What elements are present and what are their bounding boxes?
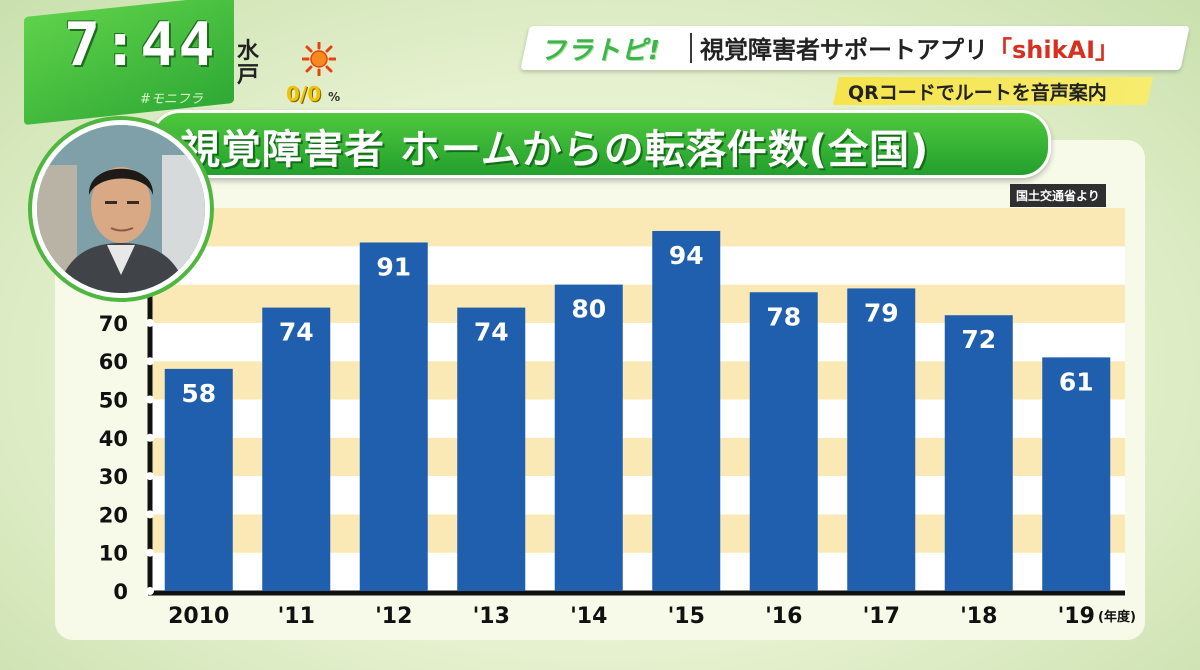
x-unit-label: (年度) (1098, 609, 1136, 625)
sun-icon (302, 42, 336, 76)
weather-city: 水戸 (236, 39, 259, 88)
y-tick-mark (146, 510, 154, 519)
bar-value-label: 94 (669, 241, 704, 270)
subtitle: QRコードでルートを音声案内 (848, 82, 1107, 104)
y-tick-label: 70 (99, 312, 128, 336)
bar-value-label: 78 (766, 302, 801, 331)
bar-value-label: 80 (571, 295, 606, 324)
presenter-avatar (32, 120, 210, 298)
bar-value-label: 58 (181, 379, 216, 408)
clock: 7:44 (64, 10, 217, 80)
y-tick-mark (146, 395, 154, 404)
source-label: 国土交通省より (1010, 184, 1106, 207)
y-tick-label: 10 (99, 542, 128, 566)
bar (847, 288, 916, 591)
precip-value: 0/0 (286, 82, 322, 106)
segment-title-main: 視覚障害者サポートアプリ (700, 36, 988, 64)
segment-title: 視覚障害者サポートアプリ「shikAI」 (700, 30, 1119, 65)
brand-divider (690, 33, 692, 63)
x-tick-label: '13 (473, 604, 510, 629)
precip-unit: % (328, 90, 341, 104)
x-tick-label: 2010 (168, 604, 229, 629)
bar (457, 307, 526, 591)
x-tick-label: '15 (668, 604, 705, 629)
y-tick-label: 60 (99, 350, 128, 374)
bar-value-label: 74 (474, 318, 509, 347)
y-tick-mark (146, 548, 154, 557)
x-tick-label: '19 (1058, 604, 1095, 629)
y-tick-mark (146, 587, 154, 595)
bar-value-label: 91 (376, 252, 411, 281)
x-tick-label: '16 (765, 604, 802, 629)
bar-value-label: 79 (864, 298, 899, 327)
bar-value-label: 61 (1059, 367, 1094, 396)
hashtag: #モニフラ (140, 92, 203, 107)
bar (359, 242, 428, 591)
x-tick-label: '14 (570, 604, 607, 629)
bar (262, 307, 331, 591)
y-tick-mark (146, 472, 154, 481)
x-tick-label: '11 (278, 604, 315, 629)
x-tick-label: '18 (960, 604, 997, 629)
bar-value-label: 74 (279, 318, 314, 347)
y-tick-mark (146, 357, 154, 366)
y-tick-label: 50 (99, 389, 128, 413)
presenter-portrait (37, 125, 205, 293)
bar (749, 292, 818, 591)
chart-title: 視覚障害者 ホームからの転落件数(全国) (180, 127, 930, 173)
grid-band (150, 246, 1125, 285)
bar (164, 368, 233, 591)
y-tick-mark (146, 433, 154, 442)
bar (652, 230, 721, 592)
y-tick-mark (146, 318, 154, 327)
grid-band (150, 208, 1125, 247)
segment-title-app: 「shikAI」 (988, 36, 1120, 64)
brand-logo: フラトピ! (540, 36, 661, 66)
bar (1042, 357, 1111, 591)
y-tick-label: 0 (113, 580, 128, 604)
bar (554, 284, 623, 591)
x-tick-label: '17 (863, 604, 900, 629)
x-tick-label: '12 (375, 604, 412, 629)
y-tick-label: 30 (99, 465, 128, 489)
precip-readout: 0/0 % (286, 82, 340, 106)
y-tick-label: 40 (99, 427, 128, 451)
bar (944, 315, 1013, 591)
bar-value-label: 72 (961, 325, 996, 354)
y-tick-label: 20 (99, 503, 128, 527)
